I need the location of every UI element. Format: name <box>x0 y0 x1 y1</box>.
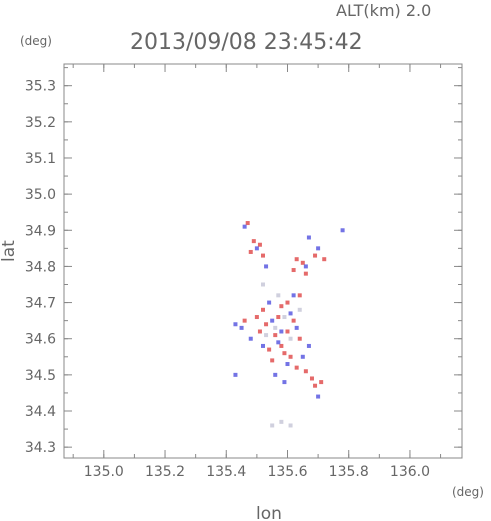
echo-point-positive <box>303 369 308 374</box>
echo-point-negative <box>300 354 305 359</box>
echo-point-positive <box>309 376 314 381</box>
echo-point-positive <box>270 358 275 363</box>
echo-point-negative <box>316 246 321 251</box>
echo-point-positive <box>279 343 284 348</box>
echo-point-negative <box>303 264 308 269</box>
echo-point-positive <box>242 318 247 323</box>
x-tick-label: 135.4 <box>206 464 246 480</box>
echo-point-negative <box>316 394 321 399</box>
echo-point-negative <box>242 224 247 229</box>
echo-point-positive <box>294 365 299 370</box>
echo-point-positive <box>288 354 293 359</box>
y-tick-label: 34.3 <box>25 440 56 456</box>
echo-point-positive <box>291 318 296 323</box>
y-tick-label: 35.3 <box>25 79 56 95</box>
echo-point-negative <box>261 343 265 348</box>
y-tick-label: 35.2 <box>25 115 56 131</box>
echo-point-positive <box>313 253 318 258</box>
echo-point-negative <box>282 380 287 385</box>
echo-point-negative <box>254 246 259 251</box>
echo-point-positive <box>264 322 269 327</box>
echo-point-positive <box>285 329 290 334</box>
echo-point-negative <box>306 343 311 348</box>
echo-point-positive <box>285 300 290 305</box>
echo-point-positive <box>251 239 256 244</box>
echo-point-positive <box>261 307 265 312</box>
echo-point-negative <box>233 322 238 327</box>
echo-point-neutral <box>261 282 265 287</box>
echo-point-negative <box>285 362 290 367</box>
echo-point-positive <box>279 304 284 309</box>
echo-point-positive <box>297 336 302 341</box>
echo-point-neutral <box>288 336 293 341</box>
echo-point-negative <box>291 293 296 298</box>
echo-point-neutral <box>288 423 293 428</box>
echo-point-neutral <box>273 325 278 330</box>
echo-point-positive <box>300 260 305 265</box>
y-tick-label: 34.4 <box>25 404 56 420</box>
echo-point-negative <box>239 325 244 330</box>
echo-point-positive <box>257 242 262 247</box>
tick-labels: 135.0 135.2 135.4 135.6 135.8 136.0 34.3 34.4 34… <box>25 79 430 480</box>
x-tick-label: 135.6 <box>267 464 307 480</box>
echo-point-positive <box>267 347 272 352</box>
echo-point-negative <box>273 372 278 377</box>
x-tick-label: 135.8 <box>329 464 369 480</box>
altitude-label: ALT(km) 2.0 <box>336 1 431 20</box>
echo-point-positive <box>245 221 250 226</box>
chart-title: 2013/09/08 23:45:42 <box>130 30 363 55</box>
echo-point-positive <box>254 315 259 320</box>
echo-point-positive <box>291 268 296 273</box>
plot-frame <box>63 63 463 459</box>
echo-point-negative <box>264 264 269 269</box>
x-axis-label: lon <box>256 504 282 521</box>
echo-point-negative <box>340 228 345 233</box>
echo-point-negative <box>270 318 275 323</box>
y-tick-label: 35.0 <box>25 187 56 203</box>
echo-point-negative <box>276 340 281 345</box>
echo-point-positive <box>322 257 327 262</box>
echo-point-negative <box>233 372 238 377</box>
echo-point-neutral <box>282 315 287 320</box>
echo-point-negative <box>279 329 284 334</box>
y-axis-label: lat <box>0 240 19 262</box>
y-tick-label: 35.1 <box>25 151 56 167</box>
echo-point-positive <box>261 253 265 258</box>
echo-point-positive <box>273 333 278 338</box>
echo-point-positive <box>248 249 253 254</box>
echo-point-positive <box>294 257 299 262</box>
echo-point-negative <box>288 311 293 316</box>
y-tick-label: 34.8 <box>25 259 56 275</box>
y-tick-label: 34.5 <box>25 368 56 384</box>
x-tick-label: 135.2 <box>145 464 185 480</box>
x-unit-label: (deg) <box>452 485 484 499</box>
y-tick-label: 34.9 <box>25 223 56 239</box>
echo-point-positive <box>313 383 318 388</box>
echo-points <box>233 221 345 428</box>
y-unit-label: (deg) <box>20 34 52 48</box>
echo-point-negative <box>306 235 311 240</box>
echo-point-negative <box>267 300 272 305</box>
echo-point-neutral <box>264 333 269 338</box>
echo-point-neutral <box>270 423 275 428</box>
echo-point-positive <box>303 271 308 276</box>
echo-point-positive <box>257 329 262 334</box>
y-tick-label: 34.7 <box>25 296 56 312</box>
echo-point-positive <box>282 351 287 356</box>
echo-point-negative <box>294 325 299 330</box>
echo-point-neutral <box>297 307 302 312</box>
x-tick-label: 136.0 <box>390 464 430 480</box>
y-tick-label: 34.6 <box>25 332 56 348</box>
echo-point-neutral <box>279 419 284 424</box>
echo-point-positive <box>276 315 281 320</box>
echo-point-positive <box>297 293 302 298</box>
axis-ticks <box>64 64 462 458</box>
echo-point-negative <box>248 336 253 341</box>
echo-point-neutral <box>276 293 281 298</box>
x-tick-label: 135.0 <box>84 464 124 480</box>
echo-point-positive <box>319 380 324 385</box>
